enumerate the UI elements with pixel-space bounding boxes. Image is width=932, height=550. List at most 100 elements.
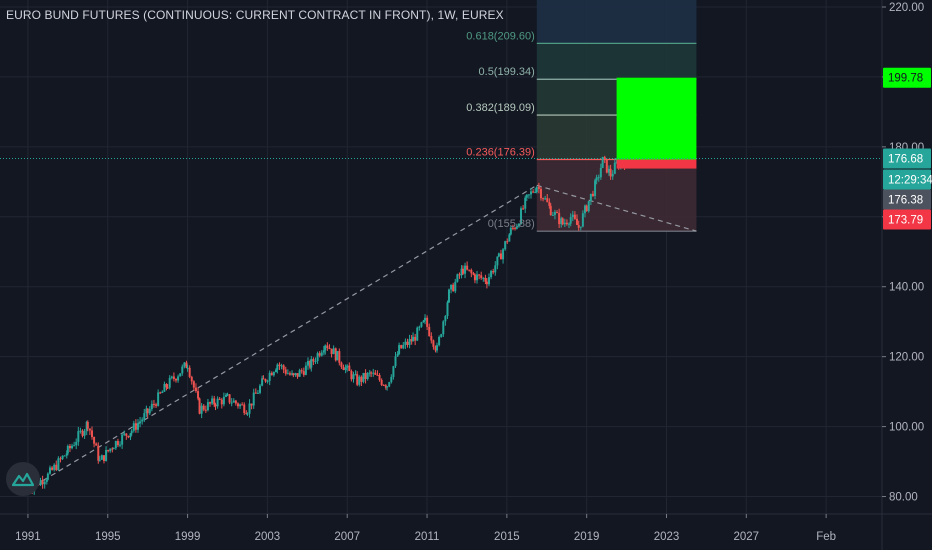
price-candle — [266, 380, 269, 382]
price-candle — [508, 234, 511, 242]
price-candle — [185, 362, 188, 368]
price-candle — [340, 362, 343, 367]
price-candle — [535, 186, 538, 193]
price-candle — [406, 341, 409, 345]
price-candle — [575, 218, 578, 225]
price-candle — [330, 348, 333, 355]
price-candle — [314, 361, 317, 363]
price-candle — [288, 373, 291, 375]
price-candle — [309, 360, 312, 368]
price-candle — [318, 353, 321, 356]
price-candle — [436, 345, 439, 351]
price-candle — [111, 448, 114, 450]
price-candle — [492, 271, 495, 273]
price-label-text: 12:29:34 — [888, 174, 932, 186]
price-candle — [466, 265, 469, 270]
price-candle — [213, 398, 216, 405]
price-candle — [478, 274, 481, 276]
price-candle — [374, 372, 377, 375]
price-candle — [300, 370, 303, 372]
price-candle — [603, 156, 606, 160]
price-candle — [129, 433, 132, 438]
price-candle — [342, 366, 345, 371]
price-candle — [378, 375, 381, 380]
price-candle — [186, 367, 189, 369]
price-label-tag — [883, 209, 931, 230]
price-candle — [585, 205, 588, 212]
price-candle — [398, 345, 401, 355]
price-candle — [298, 370, 301, 377]
price-candle — [382, 384, 385, 386]
price-candle — [460, 268, 463, 276]
price-candle — [480, 275, 483, 279]
price-candle — [77, 431, 80, 442]
price-candle — [310, 359, 313, 368]
price-candle — [613, 162, 616, 174]
x-tick-label: 2027 — [734, 531, 760, 543]
price-candle — [139, 421, 142, 424]
price-candle — [216, 398, 219, 407]
price-candle — [601, 156, 604, 168]
price-candle — [338, 351, 341, 363]
y-tick-label: 120.00 — [889, 352, 924, 364]
price-candle — [595, 177, 598, 181]
price-candle — [270, 372, 273, 376]
price-candle — [450, 284, 453, 290]
price-candle — [239, 404, 242, 407]
price-candle — [328, 348, 331, 350]
price-candle — [93, 437, 96, 444]
price-candle — [605, 159, 608, 173]
price-candle — [230, 402, 233, 404]
price-candle — [497, 253, 500, 257]
price-candle — [563, 222, 566, 225]
price-candle — [560, 218, 563, 225]
price-candle — [75, 441, 78, 446]
price-candle — [232, 400, 235, 403]
price-candle — [402, 344, 405, 349]
price-candle — [109, 448, 112, 452]
price-candle — [472, 273, 475, 275]
price-candle — [282, 365, 285, 370]
tradingview-logo-icon[interactable] — [6, 462, 40, 496]
price-candle — [200, 405, 203, 414]
y-tick-label: 100.00 — [889, 422, 924, 434]
price-candle — [551, 214, 554, 216]
price-candle — [422, 320, 425, 323]
price-candle — [55, 464, 58, 470]
price-candle — [241, 404, 244, 406]
price-candle — [95, 443, 98, 446]
price-candle — [302, 371, 305, 375]
price-candle — [476, 274, 479, 281]
price-candle — [372, 372, 375, 374]
price-candle — [438, 336, 441, 346]
price-candle — [430, 336, 433, 341]
price-candle — [499, 253, 502, 260]
price-candle — [553, 212, 556, 215]
y-tick-label: 140.00 — [889, 282, 924, 294]
price-candle — [175, 378, 178, 381]
price-candle — [326, 345, 329, 349]
price-candle — [464, 265, 467, 274]
x-tick-label: 1999 — [175, 531, 201, 543]
price-candle — [250, 403, 253, 406]
price-candle — [59, 458, 62, 460]
price-candle — [102, 455, 105, 461]
price-candle — [243, 404, 246, 414]
price-candle — [388, 382, 391, 387]
price-candle — [416, 327, 419, 341]
price-candle — [166, 387, 169, 389]
price-candle — [534, 192, 537, 194]
price-candle — [73, 445, 76, 447]
price-candle — [350, 370, 353, 380]
price-candle — [583, 205, 586, 214]
price-candle — [197, 391, 200, 399]
price-candle — [509, 227, 512, 235]
price-candle — [484, 277, 487, 282]
price-candle — [548, 202, 551, 206]
price-candle — [130, 430, 133, 434]
price-candle — [163, 383, 166, 392]
trend-line — [536, 184, 697, 232]
price-candle — [41, 480, 44, 485]
